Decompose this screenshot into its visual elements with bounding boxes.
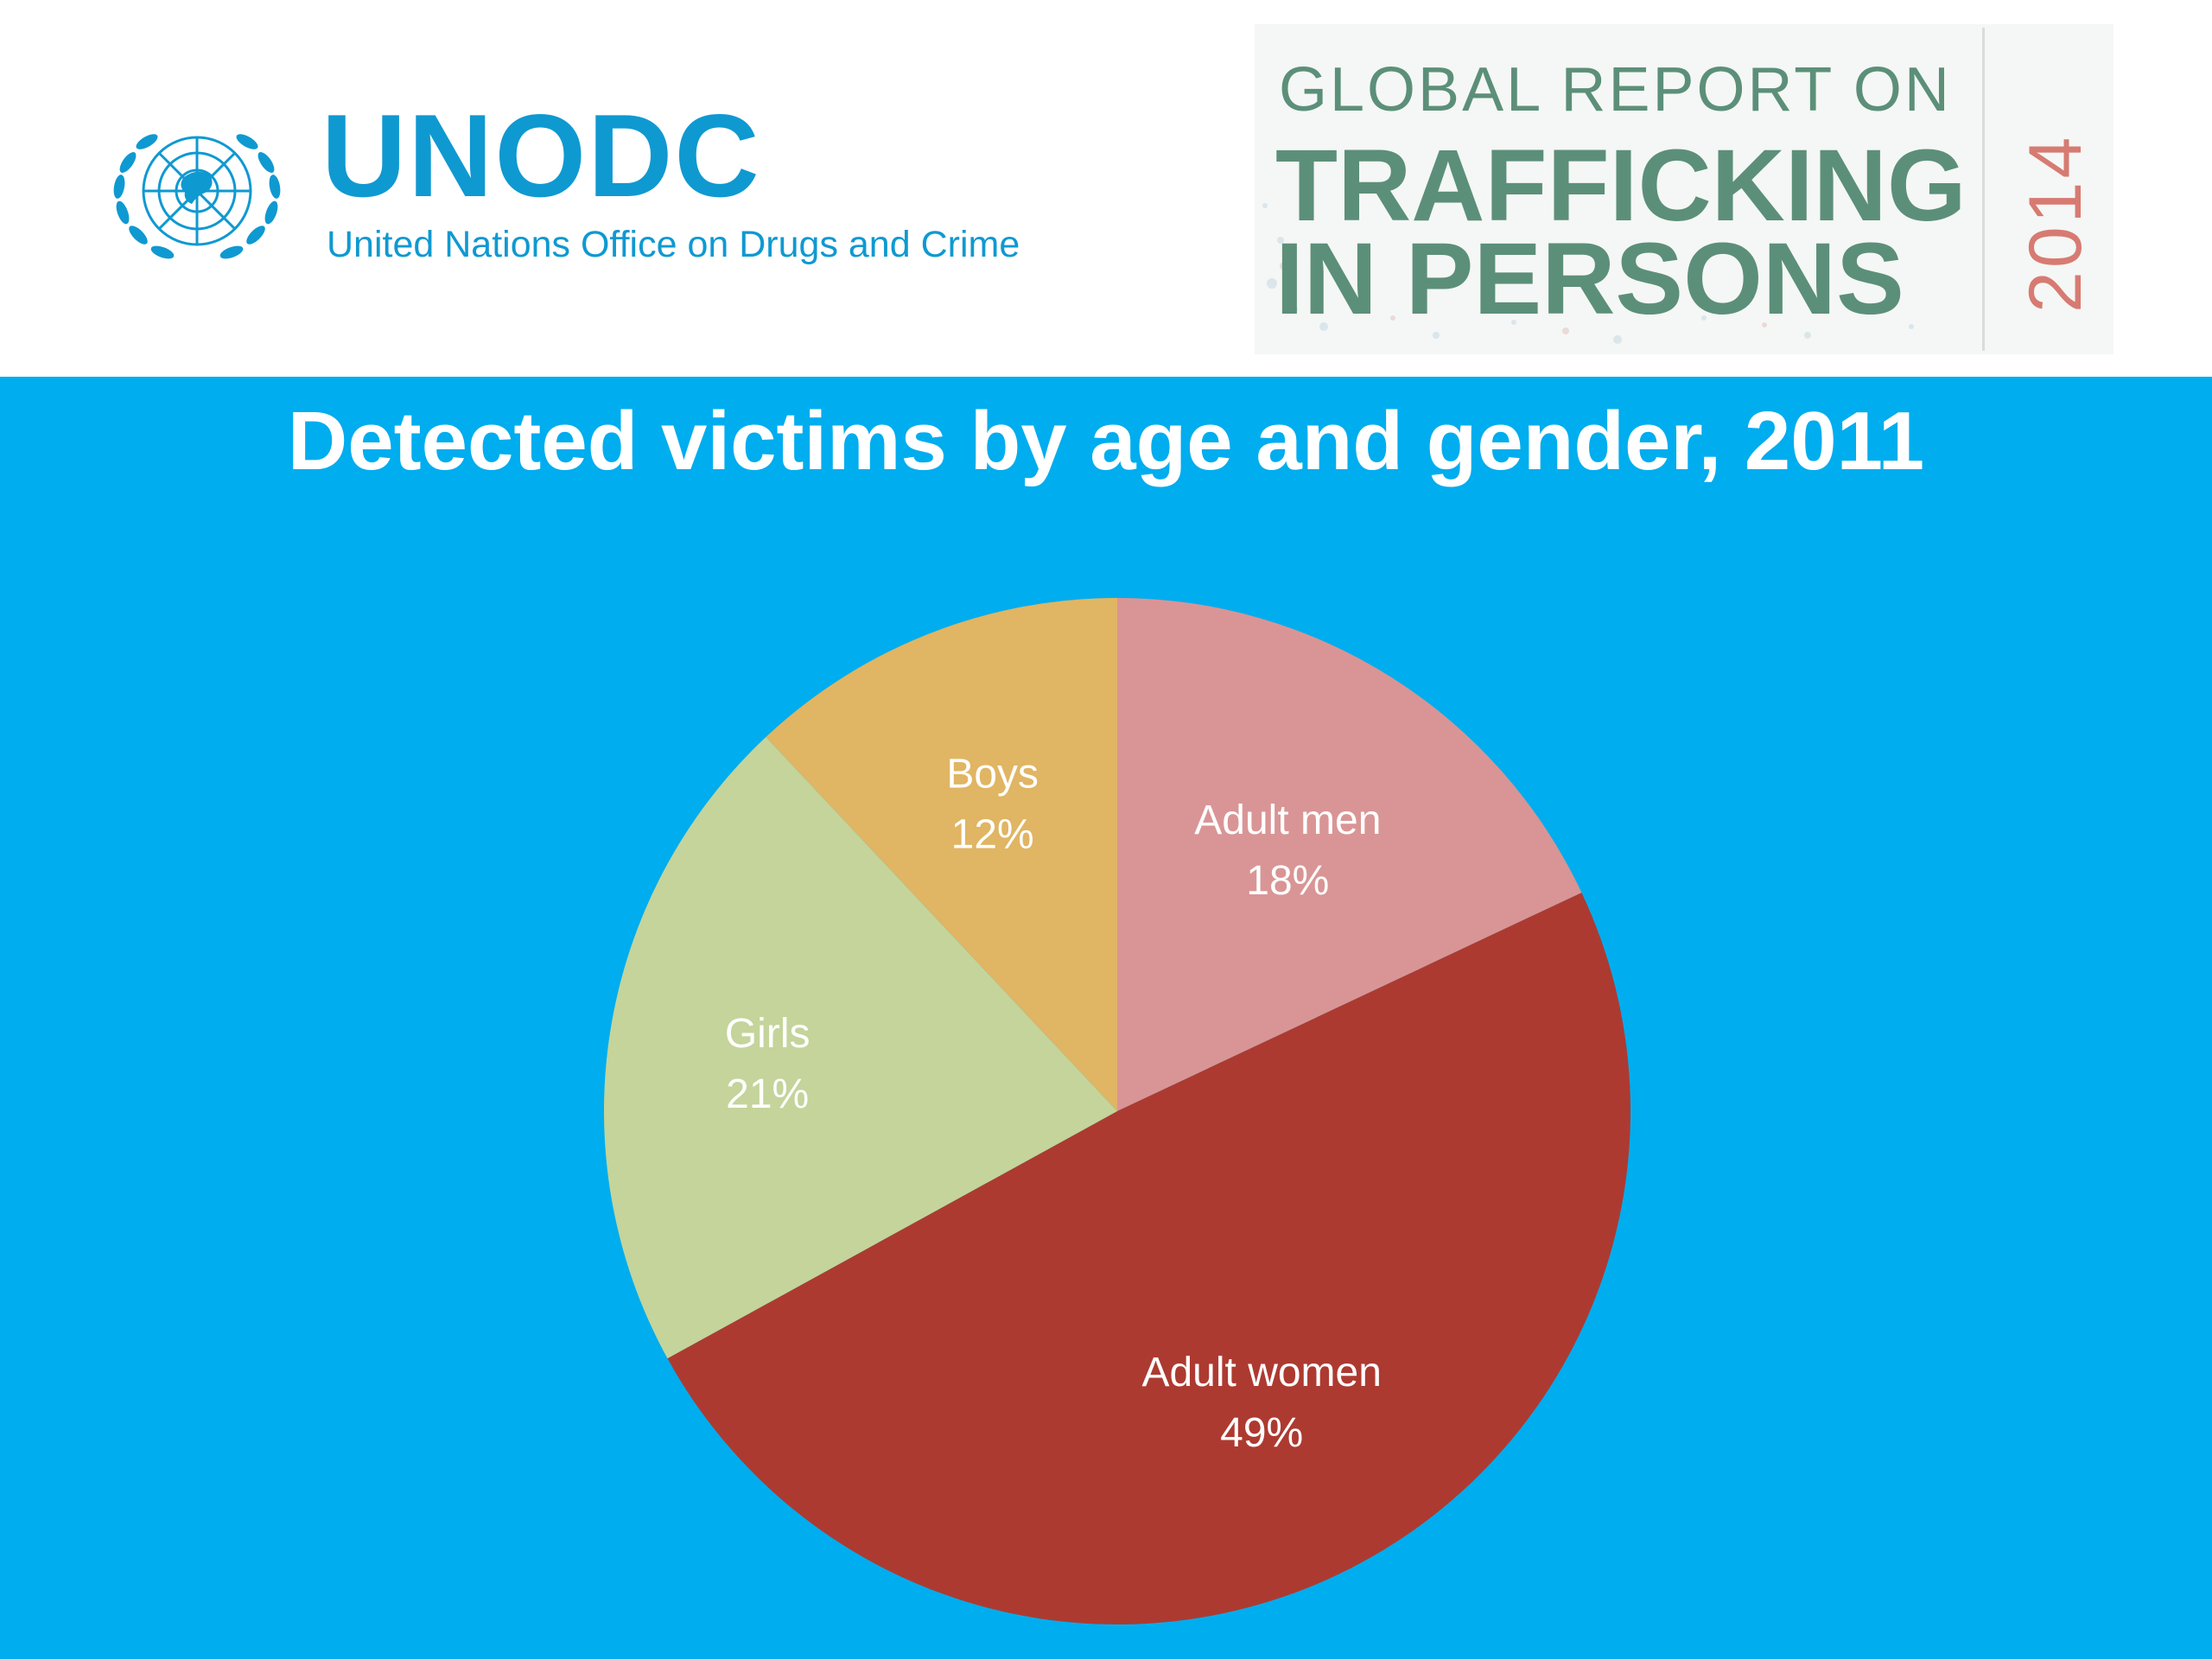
slice-value-boys: 12%: [951, 811, 1034, 857]
report-year: 2014: [2014, 133, 2097, 313]
chart-title: Detected victims by age and gender, 2011: [287, 395, 1925, 487]
report-background-texture: [1262, 203, 1914, 344]
header: UNODC United Nations Office on Drugs and…: [0, 0, 2212, 377]
pie-chart: Adult men 18% Adult women 49% Girls 21% Boys 12…: [603, 598, 1631, 1625]
pie-slice-boys: [766, 598, 1117, 1111]
slice-label-girls: Girls: [725, 1011, 810, 1057]
un-emblem-icon: [113, 134, 281, 259]
pie-slice-adult-women: [667, 893, 1631, 1625]
slice-label-adult-women: Adult women: [1141, 1350, 1381, 1395]
report-title-line-3: IN PERSONS: [1275, 222, 1904, 336]
slice-value-girls: 21%: [726, 1071, 809, 1117]
org-acronym: UNODC: [321, 90, 761, 221]
slice-label-adult-men: Adult men: [1194, 798, 1381, 843]
org-full-name: United Nations Office on Drugs and Crime: [327, 224, 1020, 265]
pie-slice-adult-men: [1117, 598, 1582, 1111]
report-banner: GLOBAL REPORT ON TRAFFICKING IN PERSONS …: [1255, 24, 2113, 354]
slice-value-adult-men: 18%: [1246, 858, 1329, 904]
chart-area: Detected victims by age and gender, 2011…: [0, 377, 2212, 1659]
report-divider: [1982, 28, 1985, 351]
pie-slice-girls: [603, 736, 1117, 1359]
report-title-line-2: TRAFFICKING: [1275, 129, 1967, 243]
slice-value-adult-women: 49%: [1220, 1410, 1303, 1456]
report-title-line-1: GLOBAL REPORT ON: [1279, 55, 1952, 124]
slice-label-boys: Boys: [946, 751, 1039, 797]
